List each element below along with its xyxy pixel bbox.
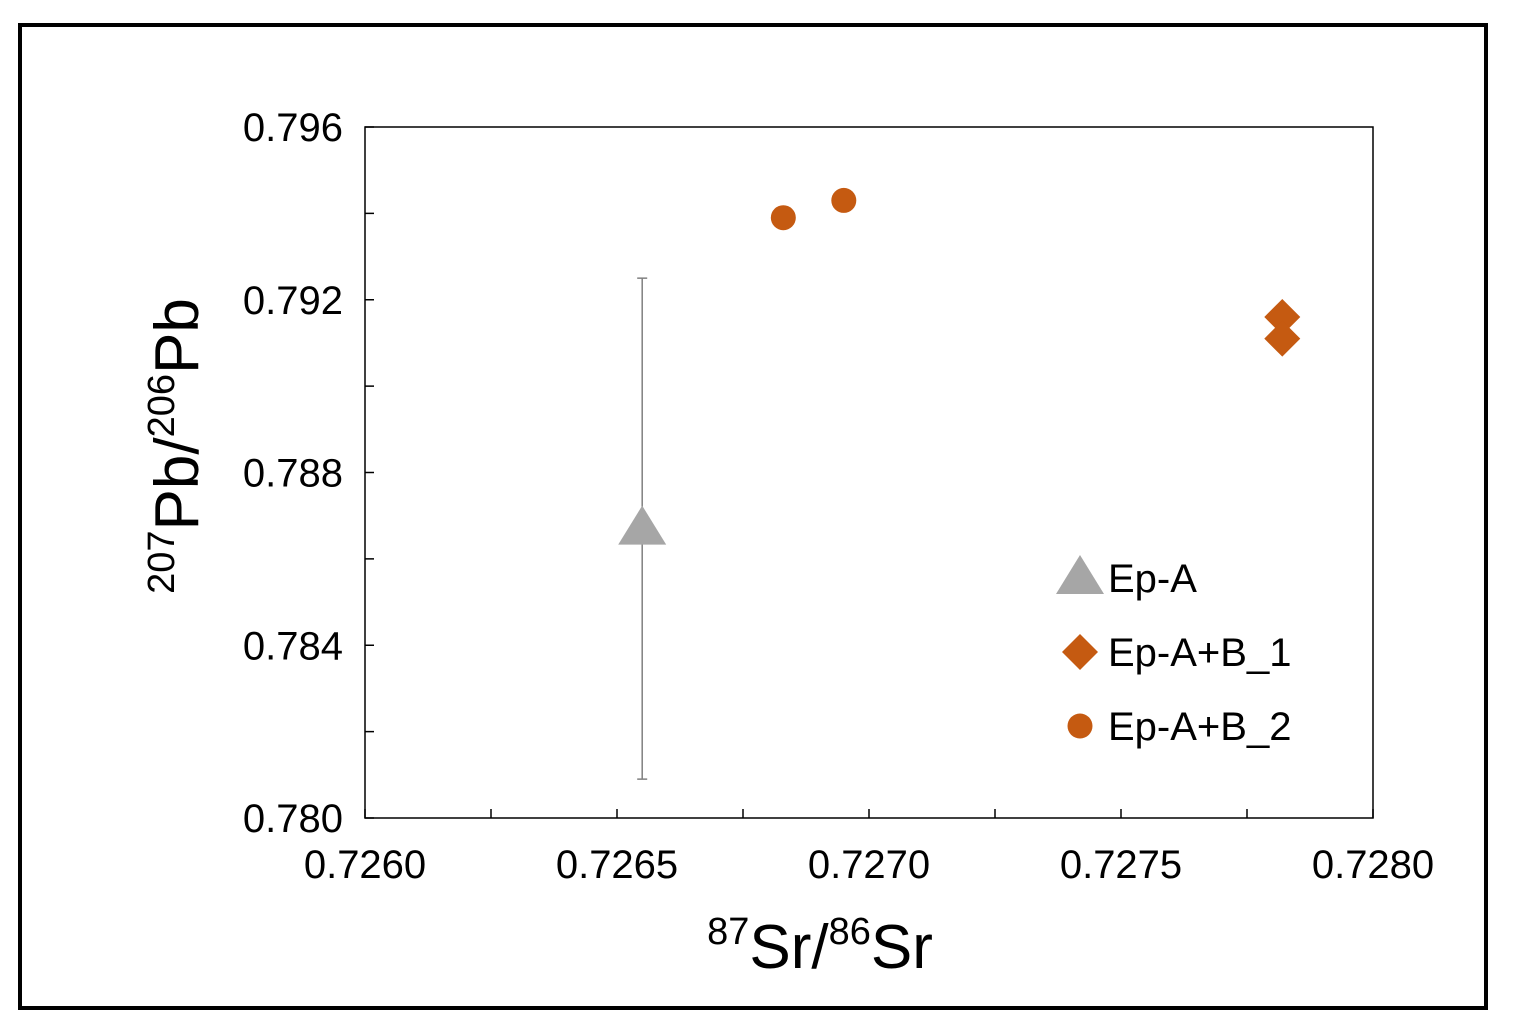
- x-tick-label: 0.7260: [304, 843, 426, 887]
- legend-label: Ep-A+B_1: [1108, 631, 1291, 675]
- legend-label: Ep-A+B_2: [1108, 705, 1291, 749]
- y-tick-label: 0.784: [243, 624, 343, 668]
- x-tick-label: 0.7275: [1060, 843, 1182, 887]
- legend-label: Ep-A: [1108, 557, 1197, 601]
- legend-marker-triangle: [1056, 555, 1104, 594]
- data-point-triangle: [618, 505, 667, 545]
- x-axis-title: 87Sr/86Sr: [707, 911, 933, 982]
- legend: Ep-A Ep-A+B_1 Ep-A+B_2: [1056, 555, 1291, 749]
- y-axis-title: 207Pb/206Pb: [141, 298, 212, 594]
- y-tick-label: 0.792: [243, 279, 343, 323]
- data-point-diamond: [1264, 299, 1301, 336]
- legend-marker-circle: [1067, 713, 1093, 739]
- y-tick-label: 0.780: [243, 797, 343, 841]
- data-points: [618, 187, 1301, 545]
- x-tick-label: 0.7270: [808, 843, 930, 887]
- data-point-circle: [770, 205, 796, 231]
- x-tick-label: 0.7265: [556, 843, 678, 887]
- x-axis: 0.7260 0.7265 0.7270 0.7275 0.7280: [304, 809, 1434, 887]
- y-tick-label: 0.796: [243, 106, 343, 150]
- data-point-diamond: [1264, 320, 1301, 357]
- y-tick-label: 0.788: [243, 452, 343, 496]
- x-tick-label: 0.7280: [1312, 843, 1434, 887]
- figure-frame: [18, 23, 1488, 1010]
- legend-marker-diamond: [1062, 634, 1098, 670]
- data-point-circle: [831, 187, 857, 213]
- y-axis: 0.780 0.784 0.788 0.792 0.796: [243, 106, 374, 841]
